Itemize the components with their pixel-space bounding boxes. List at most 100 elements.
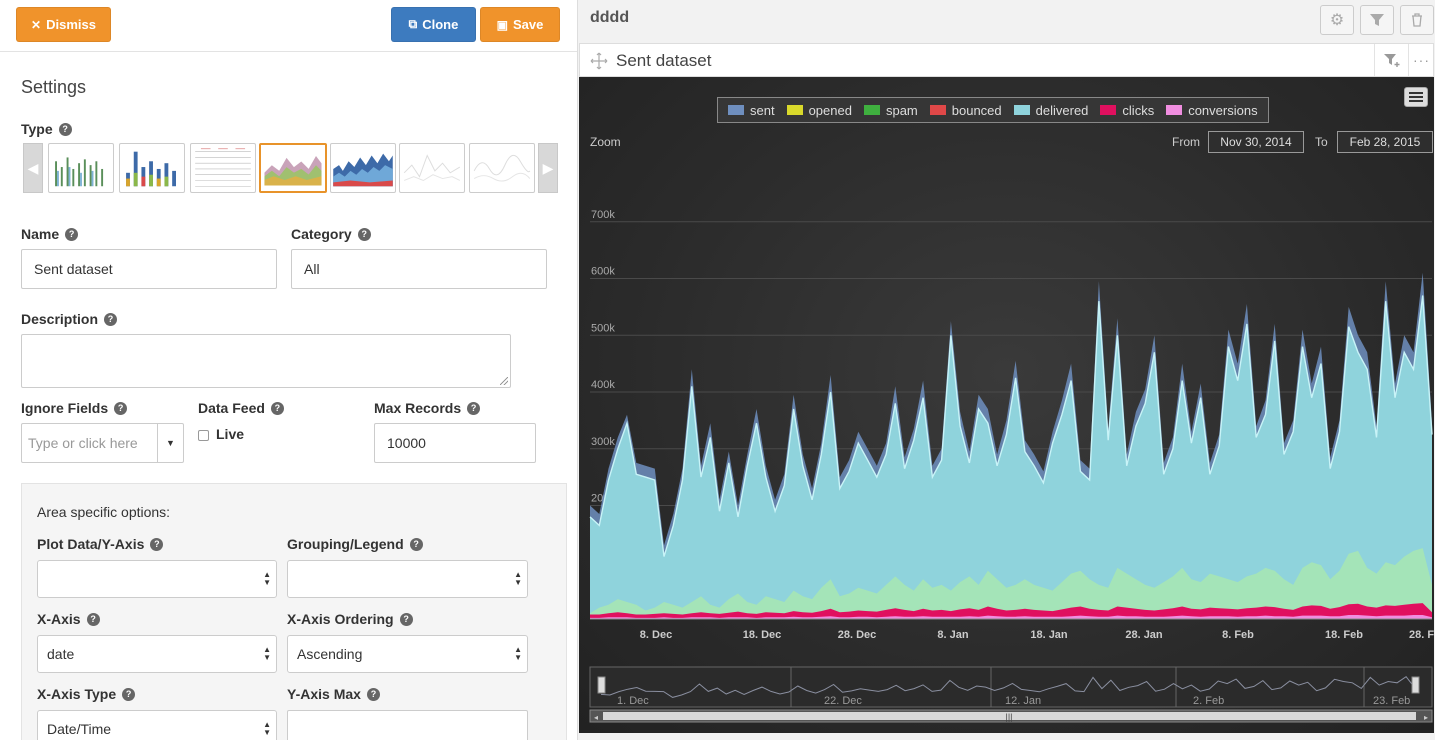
xaxis-value: date [47, 646, 75, 662]
table-thumbnail-icon [195, 148, 251, 187]
hamburger-icon [1409, 92, 1423, 94]
help-icon[interactable]: ? [150, 537, 164, 551]
y-tick-label: 300k [591, 436, 615, 448]
save-button[interactable]: ▣ Save [480, 7, 560, 42]
navigator-handle[interactable] [597, 676, 606, 694]
legend-item-conversions[interactable]: conversions [1166, 103, 1258, 118]
settings-button[interactable]: ⚙ [1320, 5, 1354, 35]
delete-button[interactable] [1400, 5, 1434, 35]
y-tick-label: 400k [591, 379, 615, 391]
help-icon[interactable]: ? [65, 227, 79, 241]
area-thumbnail-icon [264, 156, 322, 186]
add-filter-button[interactable] [1374, 44, 1408, 76]
live-checkbox[interactable] [198, 430, 209, 441]
xaxis-ordering-select[interactable]: Ascending ▲ ▼ [287, 635, 528, 673]
help-icon[interactable]: ? [366, 687, 380, 701]
resize-handle-icon[interactable] [500, 377, 508, 385]
navigator-tick-label: 12. Jan [1005, 695, 1041, 707]
legend-item-bounced[interactable]: bounced [929, 103, 1002, 118]
plot-data-select[interactable]: ▲ ▼ [37, 560, 277, 598]
xaxis-type-select[interactable]: Date/Time ▲ ▼ [37, 710, 277, 740]
legend-label: delivered [1035, 102, 1089, 118]
help-icon[interactable]: ? [86, 612, 100, 626]
legend-item-sent[interactable]: sent [728, 103, 775, 118]
legend-label: sent [750, 102, 775, 118]
scroll-right-arrow-icon: ▸ [1424, 713, 1428, 722]
line-thumbnail-icon [403, 154, 461, 182]
help-icon[interactable]: ? [104, 312, 118, 326]
x-tick-label: 8. Feb [1222, 629, 1254, 641]
chart-container: 0k100k200k300k400k500k600k700k8. Dec18. … [579, 77, 1434, 733]
from-date-input[interactable]: Nov 30, 2014 [1208, 131, 1304, 153]
clone-button[interactable]: ⧉ Clone [391, 7, 476, 42]
series-line-delivered [589, 295, 1433, 557]
move-icon[interactable] [590, 52, 608, 70]
more-options-button[interactable]: ··· [1408, 44, 1434, 76]
legend-item-delivered[interactable]: delivered [1013, 102, 1089, 118]
hamburger-line [1409, 96, 1423, 98]
navigator-tick-label: 22. Dec [824, 695, 862, 707]
help-icon[interactable]: ? [399, 612, 413, 626]
select-arrows-icon: ▲ ▼ [263, 720, 271, 737]
description-label-text: Description [21, 311, 99, 327]
xaxis-type-label-text: X-Axis Type [37, 686, 117, 702]
help-icon[interactable]: ? [467, 401, 481, 415]
chart-type-stacked-area[interactable] [330, 143, 396, 193]
max-records-input[interactable]: 10000 [374, 423, 536, 463]
widget-title: Sent dataset [616, 51, 712, 70]
legend-item-opened[interactable]: opened [786, 103, 852, 118]
navigator-scrollbar-thumb[interactable] [603, 712, 1416, 720]
legend-label: spam [885, 102, 918, 118]
chart-menu-button[interactable] [1404, 87, 1428, 107]
help-icon[interactable]: ? [122, 687, 136, 701]
xaxis-select[interactable]: date ▲ ▼ [37, 635, 277, 673]
filter-button[interactable] [1360, 5, 1394, 35]
yaxis-max-input[interactable] [287, 710, 528, 740]
type-label: Type ? [21, 121, 72, 137]
ignore-fields-input[interactable]: Type or click here ▼ [21, 423, 184, 463]
name-label-text: Name [21, 226, 60, 242]
description-label: Description ? [21, 311, 118, 327]
trash-icon [1412, 13, 1422, 27]
chart-type-line[interactable] [399, 143, 465, 193]
chart-type-spline[interactable] [469, 143, 535, 193]
xaxis-label-text: X-Axis [37, 611, 81, 627]
to-date-input[interactable]: Feb 28, 2015 [1337, 131, 1433, 153]
help-icon[interactable]: ? [409, 537, 423, 551]
scroll-right-button[interactable]: ▶ [538, 143, 558, 193]
navigator-tick-label: 23. Feb [1373, 695, 1410, 707]
name-input[interactable]: Sent dataset [21, 249, 277, 289]
grouping-select[interactable]: ▲ ▼ [287, 560, 528, 598]
filter-icon [1370, 14, 1384, 26]
help-icon[interactable]: ? [270, 401, 284, 415]
chart-type-table[interactable] [190, 143, 256, 193]
settings-title: Settings [21, 77, 87, 97]
help-icon[interactable]: ? [58, 122, 72, 136]
help-icon[interactable]: ? [357, 227, 371, 241]
description-textarea[interactable] [21, 334, 511, 388]
chart-type-bar[interactable] [48, 143, 114, 193]
legend-item-spam[interactable]: spam [863, 102, 918, 118]
settings-toolbar: ✕ Dismiss ⧉ Clone ▣ Save [0, 0, 577, 52]
scroll-left-button[interactable]: ◀ [23, 143, 43, 193]
copy-icon: ⧉ [408, 17, 418, 31]
help-icon[interactable]: ? [114, 401, 128, 415]
chart-type-area[interactable] [259, 143, 327, 193]
chart-type-picker: ◀ [21, 143, 558, 195]
dropdown-arrow-icon[interactable]: ▼ [157, 424, 183, 462]
data-feed-label: Data Feed ? [198, 400, 284, 416]
data-feed-label-text: Data Feed [198, 400, 265, 416]
dismiss-button[interactable]: ✕ Dismiss [16, 7, 111, 42]
category-input[interactable]: All [291, 249, 547, 289]
legend-swatch [929, 105, 946, 115]
spline-thumbnail-icon [473, 155, 531, 182]
navigator-handle[interactable] [1411, 676, 1420, 694]
grouping-label: Grouping/Legend ? [287, 536, 423, 552]
legend-item-clicks[interactable]: clicks [1100, 103, 1154, 118]
from-label: From [1172, 135, 1200, 149]
x-tick-label: 28. Feb [1409, 629, 1434, 641]
area-chart: 0k100k200k300k400k500k600k700k8. Dec18. … [589, 209, 1434, 723]
chart-type-stacked-bar[interactable] [119, 143, 185, 193]
grouping-label-text: Grouping/Legend [287, 536, 404, 552]
